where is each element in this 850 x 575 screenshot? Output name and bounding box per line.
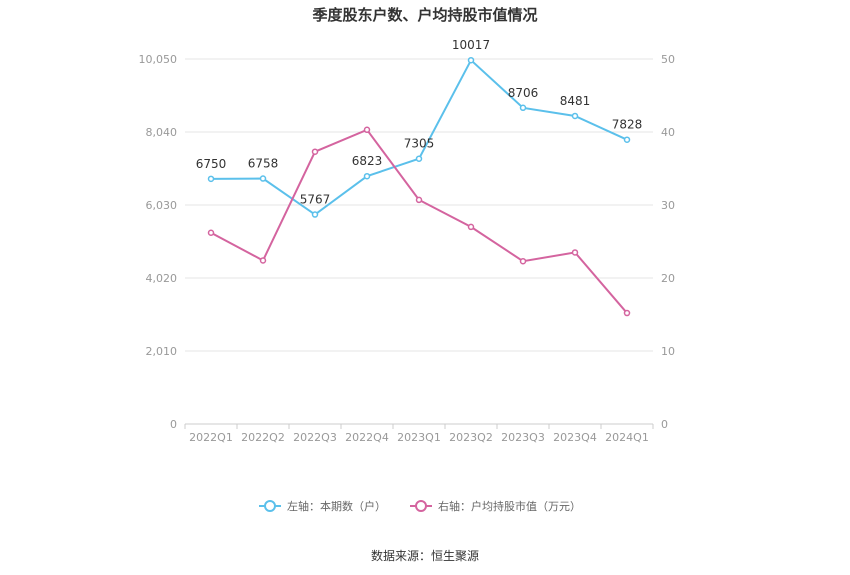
x-axis-tick-label: 2024Q1 [605, 431, 649, 444]
series-points [207, 56, 631, 317]
series-1-point[interactable] [623, 309, 631, 317]
right-axis-tick-label: 30 [661, 199, 675, 212]
right-axis-tick-label: 40 [661, 126, 675, 139]
data-label: 8481 [560, 94, 591, 108]
data-label: 6823 [352, 154, 383, 168]
x-axis-tick-label: 2022Q3 [293, 431, 337, 444]
series-1-point[interactable] [207, 229, 215, 236]
legend-label: 右轴：户均持股市值（万元） [438, 499, 581, 513]
legend[interactable]: 左轴：本期数（户） 右轴：户均持股市值（万元） [259, 499, 581, 513]
left-axis-ticks: 0 2,010 4,020 6,030 8,040 10,050 [139, 53, 178, 431]
left-axis-tick-label: 8,040 [146, 126, 178, 139]
series-0-point[interactable] [467, 56, 475, 64]
right-axis-tick-label: 20 [661, 272, 675, 285]
legend-marker [415, 500, 427, 512]
x-axis-tick-label: 2023Q3 [501, 431, 545, 444]
x-axis-tick-label: 2022Q4 [345, 431, 389, 444]
chart-title: 季度股东户数、户均持股市值情况 [312, 6, 537, 24]
series-1-point[interactable] [363, 126, 371, 134]
x-axis-tick-label: 2023Q2 [449, 431, 493, 444]
x-axis-tick-label: 2023Q4 [553, 431, 597, 444]
series-0-point[interactable] [623, 136, 631, 143]
left-axis-tick-label: 6,030 [146, 199, 178, 212]
series-0-point[interactable] [207, 175, 215, 183]
left-axis-tick-label: 10,050 [139, 53, 178, 66]
series-1-point[interactable] [571, 249, 579, 256]
x-axis-tick-label: 2022Q2 [241, 431, 285, 444]
left-axis-tick-label: 2,010 [146, 345, 178, 358]
legend-marker [264, 500, 276, 512]
x-axis-ticks: 2022Q1 2022Q2 2022Q3 2022Q4 2023Q1 2023Q2 2023… [184, 424, 654, 444]
grid [185, 58, 653, 425]
left-axis-tick-label: 4,020 [146, 272, 178, 285]
data-label: 7828 [612, 118, 643, 132]
data-label: 8706 [508, 86, 539, 100]
right-axis-ticks: 0 10 20 30 40 50 [661, 53, 675, 431]
data-label: 7305 [404, 137, 435, 151]
series-0-point[interactable] [363, 172, 371, 180]
data-labels: 6750 6758 5767 6823 7305 10017 8706 8481 7828 [196, 38, 643, 206]
right-axis-tick-label: 0 [661, 418, 668, 431]
x-axis-tick-label: 2023Q1 [397, 431, 441, 444]
data-label: 10017 [452, 38, 490, 52]
legend-item-0[interactable]: 左轴：本期数（户） [259, 499, 386, 513]
series-1-point[interactable] [311, 148, 319, 155]
series-0-point[interactable] [415, 155, 423, 162]
legend-item-1[interactable]: 右轴：户均持股市值（万元） [410, 499, 581, 513]
series-1-point[interactable] [467, 223, 475, 231]
series-0-point[interactable] [311, 211, 319, 218]
data-label: 6758 [248, 157, 279, 171]
data-label: 5767 [300, 193, 331, 207]
right-axis-tick-label: 10 [661, 345, 675, 358]
x-axis-tick-label: 2022Q1 [189, 431, 233, 444]
left-axis-tick-label: 0 [170, 418, 177, 431]
series-1-point[interactable] [415, 196, 423, 204]
series-0-point[interactable] [259, 175, 267, 182]
right-axis-tick-label: 50 [661, 53, 675, 66]
series-0-point[interactable] [571, 112, 579, 120]
series-0-point[interactable] [519, 104, 527, 112]
data-label: 6750 [196, 157, 227, 171]
series-1-point[interactable] [259, 257, 267, 264]
legend-label: 左轴：本期数（户） [287, 499, 386, 513]
source-note: 数据来源：恒生聚源 [371, 548, 479, 563]
series-1-point[interactable] [519, 257, 527, 265]
